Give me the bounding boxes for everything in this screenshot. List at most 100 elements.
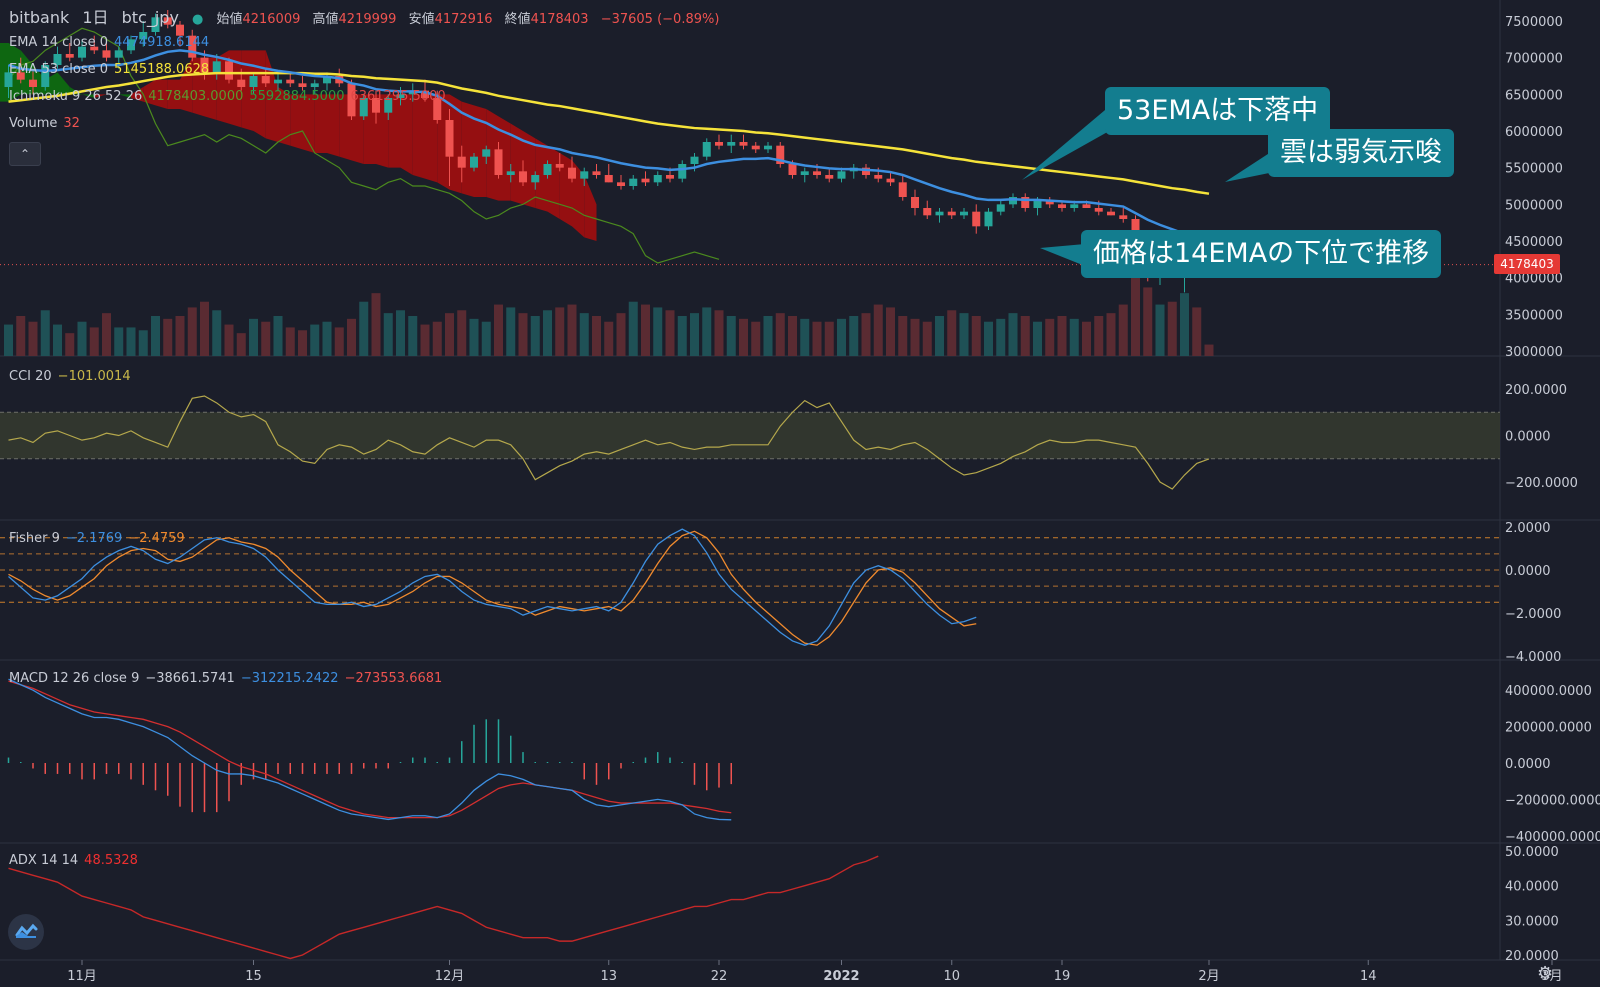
cloud-segment [535,138,548,212]
volume-bar [1106,313,1116,356]
callout-ema53[interactable]: 53EMAは下落中 [1105,87,1331,135]
candle-body [1045,200,1054,205]
candle [947,208,956,219]
candle-body [947,211,956,216]
candle-body [200,57,209,73]
macd-axis-label: 0.0000 [1505,757,1551,772]
legend-fisher[interactable]: Fisher 9 −2.1769 −2.4759 [9,531,191,547]
interval-label[interactable]: 1日 [82,8,109,27]
candle-body [629,178,638,186]
price-axis-label: 7000000 [1505,52,1563,67]
legend-ichimoku-label: Ichimoku 9 26 52 26 [9,89,143,104]
price-axis-label: 6500000 [1505,88,1563,103]
volume-bar [628,301,638,356]
volume-bar [1082,321,1091,356]
candle-body [298,83,307,87]
candle-body [543,164,552,175]
candle-body [702,142,711,157]
candle-body [127,39,135,51]
gear-icon[interactable]: ⚙ [1537,963,1554,984]
cci-axis-label: −200.0000 [1505,476,1578,491]
volume-bar [212,310,222,356]
volume-bar [824,321,834,356]
legend-macd[interactable]: MACD 12 26 close 9 −38661.5741 −312215.242… [9,671,448,687]
candle-body [1009,197,1017,205]
volume-bar [922,321,932,356]
candle-body [41,65,50,87]
candle [347,79,356,120]
close-label: 終値 [504,12,531,27]
candle [715,134,723,150]
symbol-name[interactable]: btc_jpy [121,8,179,27]
legend-ema14-value: 4474918.6144 [114,35,210,50]
price-axis-label: 6000000 [1505,125,1563,140]
candle-body [506,171,515,175]
volume-bar [739,318,748,356]
volume-bar [1045,318,1055,356]
volume-bar [726,316,736,356]
volume-bar [310,324,320,356]
tradingview-logo[interactable] [8,914,44,950]
legend-ema53-label: EMA 53 close 0 [9,62,109,77]
cloud-segment [388,94,401,168]
volume-bar [1167,301,1177,356]
candle [800,167,809,183]
legend-ema53[interactable]: EMA 53 close 0 5145188.0628 [9,62,215,78]
volume-bar [690,313,699,356]
adx-axis-label: 20.0000 [1505,949,1559,964]
volume-bar [285,327,295,356]
price-axis-label: 3500000 [1505,308,1563,323]
volume-bar [984,321,993,356]
volume-bar [653,307,663,356]
legend-fisher-label: Fisher 9 [9,531,60,546]
volume-bar [224,324,234,356]
callout-price-pointer [1040,244,1085,266]
candle-body [151,17,160,32]
volume-bar [604,321,614,356]
candle [1021,193,1030,212]
candle [923,200,932,219]
legend-cci[interactable]: CCI 20 −101.0014 [9,369,137,385]
volume-bar [469,318,479,356]
candle [629,175,638,190]
candle-body [886,178,895,183]
time-axis-label: 10 [943,969,960,984]
candle [751,142,760,153]
candle [825,167,834,183]
candle [4,65,13,98]
volume-bar [322,321,332,356]
candle-body [421,90,429,98]
legend-adx[interactable]: ADX 14 14 48.5328 [9,853,144,869]
high-value: 4219999 [338,12,397,27]
collapse-legend-button[interactable]: ⌃ [9,142,41,166]
callout-price[interactable]: 価格は14EMAの下位で推移 [1081,230,1442,278]
symbol-header: bitbank 1日 btc_jpy ● 始値4216009 高値4219999… [9,4,735,28]
candle-body [519,171,527,183]
candle [274,72,282,91]
cloud-segment [510,123,523,205]
volume-bar [947,310,957,356]
legend-cci-label: CCI 20 [9,369,52,384]
legend-volume[interactable]: Volume 32 [9,116,86,132]
cloud-segment [474,105,487,197]
cloud-segment [523,131,536,208]
callout-cloud[interactable]: 雲は弱気示唆 [1268,129,1454,177]
candle [1009,193,1017,208]
candle [359,94,368,120]
volume-bar [714,310,724,356]
legend-ema14[interactable]: EMA 14 close 0 4474918.6144 [9,35,215,51]
time-axis-label: 22 [711,969,728,984]
volume-bar [1143,287,1153,356]
legend-ichimoku[interactable]: Ichimoku 9 26 52 26 4178403.0000 5592884.5… [9,89,452,105]
candle [592,164,601,179]
volume-bar [518,313,528,356]
candle [41,61,50,91]
exchange-name[interactable]: bitbank [9,8,70,27]
legend-ichimoku-v2: 5592884.5000 [249,89,345,104]
time-axis-label: 3月 [1541,969,1562,984]
candle-body [16,72,25,80]
volume-bar [151,316,160,356]
adx-axis-label: 30.0000 [1505,914,1559,929]
candle [372,90,380,124]
volume-bar [481,321,491,356]
